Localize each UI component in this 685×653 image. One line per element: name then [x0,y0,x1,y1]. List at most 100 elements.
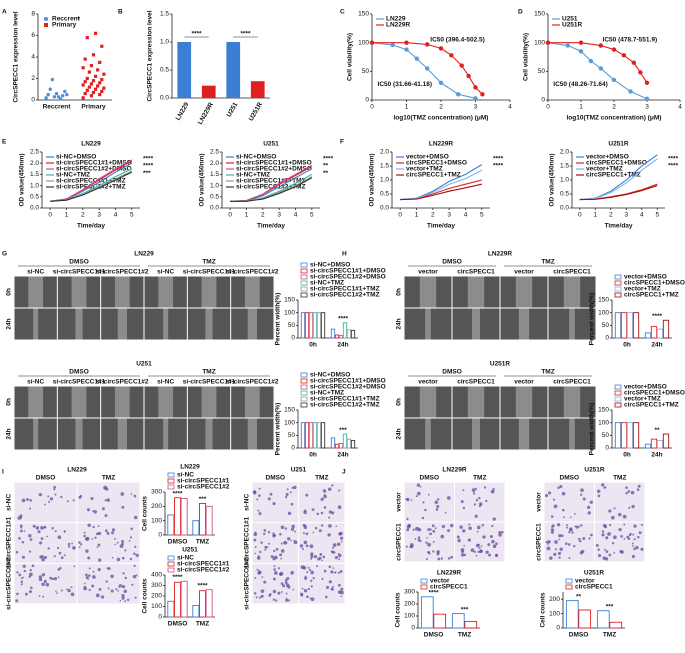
cell-dot [303,589,308,593]
cell-dot [590,533,593,537]
cell-dot [457,538,461,543]
cell-dot [550,530,554,534]
cell-dot [285,495,288,499]
legend-swatch [44,23,48,27]
x-tick-label: DMSO [168,621,188,628]
cell-dot [85,573,88,577]
wound-gap [201,386,217,418]
x-tick-label: 24h [651,342,662,349]
annotation: *** [199,496,207,503]
cell-dot [85,549,89,553]
x-tick-label: 0 [48,212,52,219]
row-label: circSPECC1 [396,523,403,561]
cell-dot [85,536,90,541]
cell-dot [256,498,259,501]
row-label: 24h [396,428,403,439]
cell-dot [16,571,19,574]
legend-label: vector [575,578,595,585]
cell-dot [54,493,57,496]
cell-dot [287,599,290,602]
y-tick-label: 200 [151,593,162,600]
cell-dot [429,528,432,531]
data-point [89,94,94,98]
cell-dot [39,555,43,559]
cell-dot [473,503,477,506]
x-tick-label: 2 [81,212,85,219]
cell-dot [18,573,22,577]
y-axis-label: OD value(450nm) [199,153,206,206]
cell-dot [630,490,635,495]
cell-dot [618,512,622,517]
data-point [89,64,94,68]
cell-dot [281,590,283,593]
wound-gap [518,418,530,450]
wound-gap [247,308,257,340]
cell-dot [29,507,32,510]
cell-dot [474,487,478,490]
y-axis-label: Cell viability(%) [347,33,354,81]
cell-dot [604,557,609,561]
x-tick-label: 4 [114,212,118,219]
cell-dot [277,591,281,595]
y-axis-label: Cell counts [540,592,547,627]
cell-dot [98,587,102,591]
data-point [414,56,420,61]
chart-title: LN229R [437,570,462,577]
cell-dot [134,545,137,549]
cell-dot [619,550,623,553]
cell-dot [582,497,586,501]
cell-dot [260,589,265,593]
cell-dot [598,554,602,558]
cell-dot [287,537,291,541]
column-label: TMZ [473,475,486,482]
grid-title: U251 [291,467,307,474]
cell-dot [589,500,593,504]
cell-dot [436,498,440,501]
cell-dot [97,568,101,572]
cell-dot [331,588,334,591]
cell-dot [462,489,465,492]
cell-dot [424,508,427,512]
x-axis-label: Time/day [77,223,105,230]
legend-label: si-NC+TMZ [310,390,344,397]
cell-dot [491,539,495,544]
cell-dot [335,525,338,528]
legend-label: Reccrent [52,16,81,23]
row-label: 24h [396,318,403,329]
panel-label: B [118,9,123,16]
cell-dot [87,577,90,580]
cell-dot [253,538,257,542]
micrograph [77,563,140,604]
y-tick-label: 2 [31,75,35,82]
cell-dot [489,535,493,539]
cell-dot [300,594,304,597]
micrograph [77,523,140,563]
cell-dot [479,503,482,506]
micrograph [14,482,77,523]
cell-dot [290,539,292,542]
cell-dot [310,552,314,556]
data-point [54,91,59,96]
cell-dot [290,527,295,531]
bar [201,85,216,98]
y-tick-label: 200 [549,596,560,603]
cell-dot [580,493,583,496]
cell-dot [482,535,486,539]
cell-dot [327,533,331,537]
bar [433,613,447,629]
cell-dot [80,543,83,546]
y-tick-label: 0 [291,445,295,452]
cell-dot [459,525,463,529]
legend-swatch [167,472,175,478]
row-label: 0h [6,398,13,406]
cell-dot [309,568,312,572]
cell-dot [340,540,343,543]
legend-label: si-circSPECC1#1+DMSO [236,160,312,167]
bar [320,312,326,339]
cell-dot [301,547,304,551]
x-tick-label: 4 [640,212,644,219]
bar [626,422,634,449]
cell-dot [38,492,42,497]
cell-dot [280,557,283,560]
data-point [56,95,61,99]
